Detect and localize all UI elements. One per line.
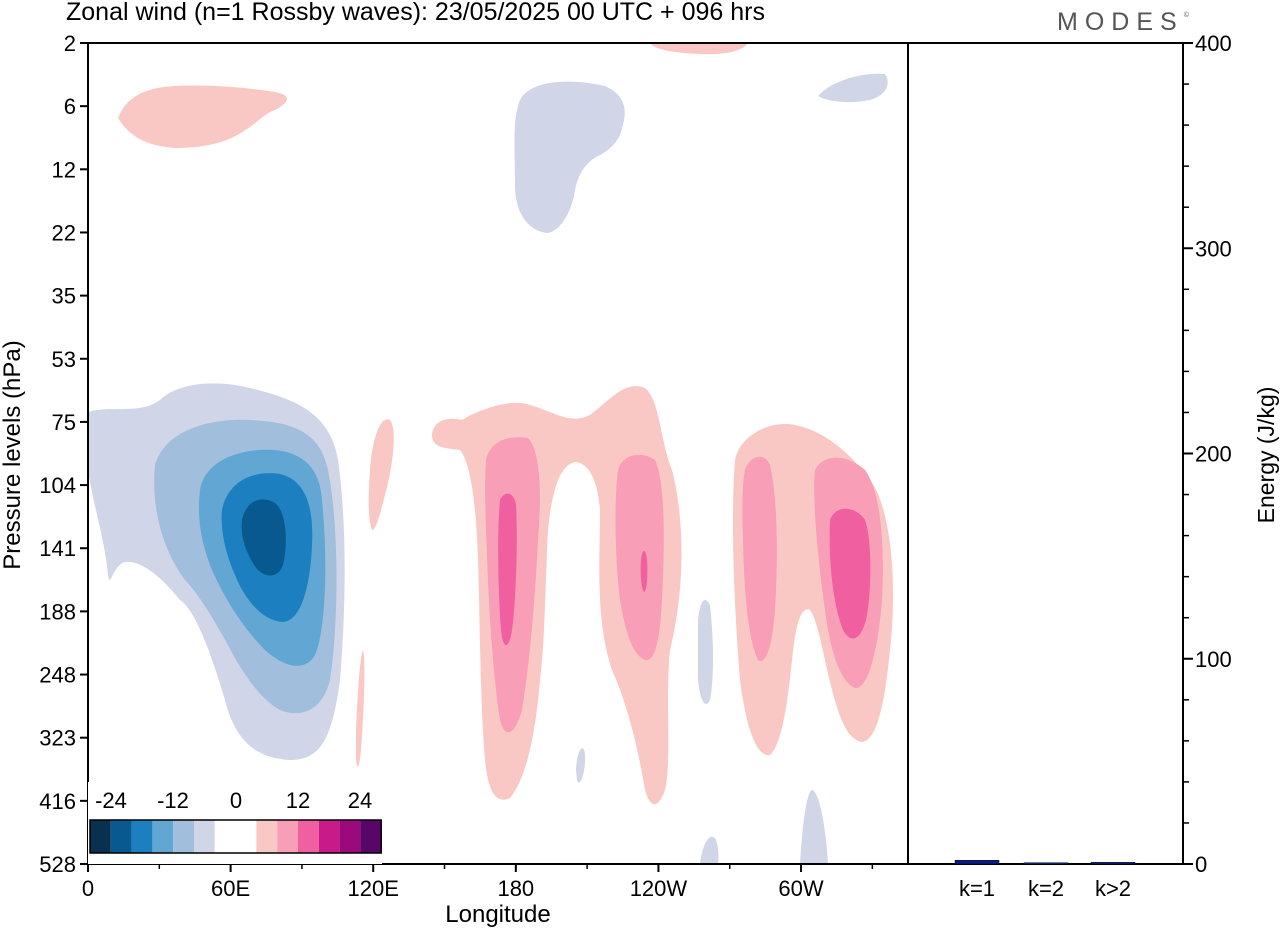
colorbar: -24 -12 0 12 24 [88,782,382,864]
y-axis-label: Pressure levels (hPa) [0,340,26,569]
y-tick-label: 416 [39,789,76,814]
contour-field [88,43,894,864]
x-tick-label: 180 [497,876,534,901]
y-tick-label: 104 [39,473,76,498]
colorbar-swatch [256,820,278,853]
colorbar-swatch [214,820,236,853]
y-tick-label: 141 [39,536,76,561]
x-tick-label: 120E [348,876,399,901]
energy-tick-label: 400 [1195,31,1232,56]
contour-pos-14 [829,508,871,639]
colorbar-swatch [131,820,153,853]
energy-tick-label: 0 [1195,852,1207,877]
contour-pos-10 [742,456,777,661]
logo-text: MODES [1057,8,1184,36]
y-tick-label: 53 [52,347,76,372]
modes-logo: MODES© [1057,8,1189,37]
y-tick-label: 6 [64,94,76,119]
energy-bar [1023,862,1069,865]
colorbar-swatch [194,820,215,853]
energy-bar-label: k=1 [959,876,995,901]
contour-neg-11 [800,790,828,864]
energy-bar [1090,862,1136,865]
colorbar-swatch [339,820,361,853]
contour-pos-13 [640,551,648,592]
y-tick-label: 22 [52,220,76,245]
y-axis-energy: 0 100 200 300 400 [1183,31,1232,877]
colorbar-labels: -24 -12 0 12 24 [95,788,372,813]
colorbar-swatch [277,820,298,853]
y-tick-label: 248 [39,663,76,688]
colorbar-outline [89,819,382,854]
x-tick-label: 60E [211,876,250,901]
colorbar-swatch [318,820,340,853]
contour-pos-2 [650,43,748,55]
contour-pos-3 [368,419,394,530]
y-axis-pressure: 2 6 12 22 35 53 75 104 141 188 248 323 416 528 [39,31,88,877]
y-tick-label: 188 [39,599,76,624]
energy-bar [954,860,1000,865]
colorbar-swatch [235,820,257,853]
x-tick-label: 60W [778,876,823,901]
contour-pos-4 [356,650,365,767]
energy-bar-label: k>2 [1095,876,1131,901]
colorbar-swatch [110,820,132,853]
x-axis-longitude: 0 60E 120E 180 120W 60W [82,864,874,901]
colorbar-swatch [173,820,194,853]
chart-title: Zonal wind (n=1 Rossby waves): 23/05/202… [66,0,765,26]
contour-neg-5 [241,499,286,576]
energy-axis-label: Energy (J/kg) [1253,387,1279,524]
colorbar-swatch [360,820,382,853]
colorbar-label: -12 [157,788,189,813]
energy-bars [954,860,1136,865]
energy-bar-label: k=2 [1028,876,1064,901]
y-tick-label: 12 [52,157,76,182]
energy-tick-label: 100 [1195,647,1232,672]
colorbar-label: -24 [95,788,127,813]
energy-tick-label: 300 [1195,236,1232,261]
colorbar-label: 24 [348,788,372,813]
colorbar-swatch [298,820,319,853]
contour-neg-9 [576,748,586,783]
energy-panel-frame [907,42,1184,865]
colorbar-swatch [90,820,111,853]
colorbar-swatches [89,819,382,854]
energy-bar-labels: k=1 k=2 k>2 [959,876,1131,901]
contour-neg-10 [700,836,719,864]
contour-neg-8 [698,600,713,704]
x-tick-label: 120W [630,876,688,901]
y-tick-label: 75 [52,410,76,435]
energy-tick-label: 200 [1195,442,1232,467]
colorbar-swatch [152,820,174,853]
y-tick-label: 323 [39,726,76,751]
x-axis-label: Longitude [445,901,550,928]
x-tick-label: 0 [82,876,94,901]
contour-pos-1 [118,85,288,148]
contour-pos-9 [615,454,664,661]
contour-neg-6 [514,81,625,233]
colorbar-label: 0 [230,788,242,813]
colorbar-label: 12 [286,788,310,813]
y-tick-label: 2 [64,31,76,56]
logo-mark: © [1183,12,1189,19]
contour-neg-7 [818,73,888,103]
y-tick-label: 528 [39,852,76,877]
contour-pos-12 [498,493,517,645]
y-tick-label: 35 [52,284,76,309]
